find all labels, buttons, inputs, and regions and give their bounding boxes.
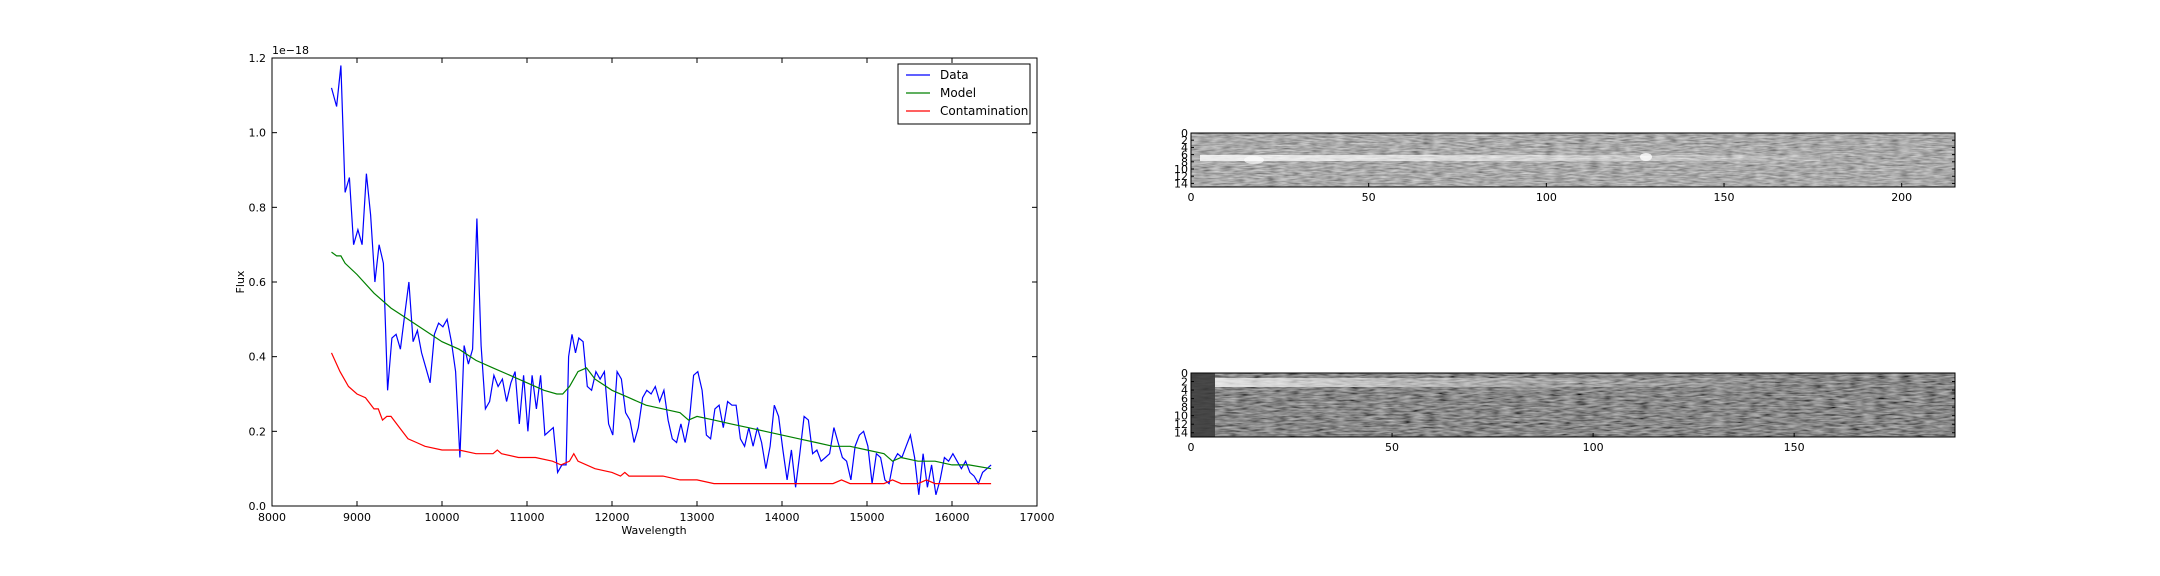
image-y-tick-label: 2 bbox=[1181, 376, 1188, 389]
image-x-tick-label: 100 bbox=[1583, 441, 1604, 454]
x-tick-label: 17000 bbox=[1020, 511, 1055, 524]
image-x-tick-label: 100 bbox=[1536, 191, 1557, 204]
y-tick-label: 0.0 bbox=[249, 500, 267, 513]
y-tick-label: 0.8 bbox=[249, 201, 267, 214]
image-top-blob bbox=[1640, 153, 1652, 161]
image-x-tick-label: 150 bbox=[1784, 441, 1805, 454]
image-bottom-edge bbox=[1191, 373, 1215, 437]
image-y-tick-label: 8 bbox=[1181, 156, 1188, 169]
x-tick-label: 15000 bbox=[850, 511, 885, 524]
y-tick-label: 1.0 bbox=[249, 127, 267, 140]
image-x-tick-label: 50 bbox=[1362, 191, 1376, 204]
x-axis-label: Wavelength bbox=[621, 524, 686, 537]
image-y-tick-label: 6 bbox=[1181, 149, 1188, 162]
image-y-tick-label: 2 bbox=[1181, 134, 1188, 147]
x-tick-label: 16000 bbox=[935, 511, 970, 524]
image-x-tick-label: 150 bbox=[1714, 191, 1735, 204]
legend-label-contamination: Contamination bbox=[940, 104, 1028, 118]
x-tick-label: 14000 bbox=[765, 511, 800, 524]
legend-label-data: Data bbox=[940, 68, 969, 82]
image-y-tick-label: 6 bbox=[1181, 393, 1188, 406]
legend-label-model: Model bbox=[940, 86, 976, 100]
x-tick-label: 9000 bbox=[343, 511, 371, 524]
image-x-tick-label: 50 bbox=[1385, 441, 1399, 454]
y-tick-label: 0.2 bbox=[249, 425, 267, 438]
image-y-tick-label: 10 bbox=[1174, 410, 1188, 423]
x-tick-label: 10000 bbox=[425, 511, 460, 524]
image-top-blob bbox=[1244, 156, 1264, 164]
image-y-tick-label: 8 bbox=[1181, 401, 1188, 414]
series-line-data bbox=[330, 65, 992, 495]
y-axis-label: Flux bbox=[234, 270, 247, 293]
x-tick-label: 11000 bbox=[510, 511, 545, 524]
x-tick-label: 13000 bbox=[680, 511, 715, 524]
y-tick-label: 0.4 bbox=[249, 351, 267, 364]
image-y-tick-label: 12 bbox=[1174, 170, 1188, 183]
image-y-tick-label: 10 bbox=[1174, 163, 1188, 176]
main-x-ticks: 8000 9000 10000 11000 12000 13000 14000 15000 16… bbox=[258, 58, 1055, 524]
spectrum-line-chart: 8000 9000 10000 11000 12000 13000 14000 15000 16… bbox=[234, 44, 1055, 537]
image-bottom-frame bbox=[1190, 372, 1956, 438]
y-tick-label: 1.2 bbox=[249, 52, 267, 65]
image-bottom-x-ticks: 0 50 100 150 bbox=[1188, 433, 1805, 454]
image-top-frame bbox=[1190, 132, 1956, 188]
x-tick-label: 12000 bbox=[595, 511, 630, 524]
image-top-trace bbox=[1200, 155, 1820, 161]
image-x-tick-label: 200 bbox=[1891, 191, 1912, 204]
image-y-tick-label: 4 bbox=[1181, 141, 1188, 154]
image-bottom-trace bbox=[1215, 378, 1775, 387]
legend-frame bbox=[897, 63, 1031, 125]
image-y-tick-label: 14 bbox=[1174, 427, 1188, 440]
y-offset-label: 1e−18 bbox=[272, 44, 309, 57]
main-y-ticks: 0.0 0.2 0.4 0.6 0.8 1.0 1.2 bbox=[249, 52, 1037, 513]
series-line-model bbox=[331, 251, 992, 470]
legend: Data Model Contamination bbox=[897, 63, 1031, 125]
image-y-tick-label: 12 bbox=[1174, 418, 1188, 431]
image-y-tick-label: 4 bbox=[1181, 384, 1188, 397]
x-tick-label: 8000 bbox=[258, 511, 286, 524]
y-tick-label: 0.6 bbox=[249, 276, 267, 289]
image-x-tick-label: 0 bbox=[1188, 191, 1195, 204]
image-x-tick-label: 0 bbox=[1188, 441, 1195, 454]
image-y-tick-label: 0 bbox=[1181, 367, 1188, 380]
main-plot-frame bbox=[271, 57, 1038, 507]
image-y-tick-label: 14 bbox=[1174, 177, 1188, 190]
series-line-contamination bbox=[330, 352, 992, 485]
image-y-tick-label: 0 bbox=[1181, 127, 1188, 140]
main-series-lines bbox=[330, 65, 992, 495]
image-top-x-ticks: 0 50 100 150 200 bbox=[1188, 183, 1912, 204]
